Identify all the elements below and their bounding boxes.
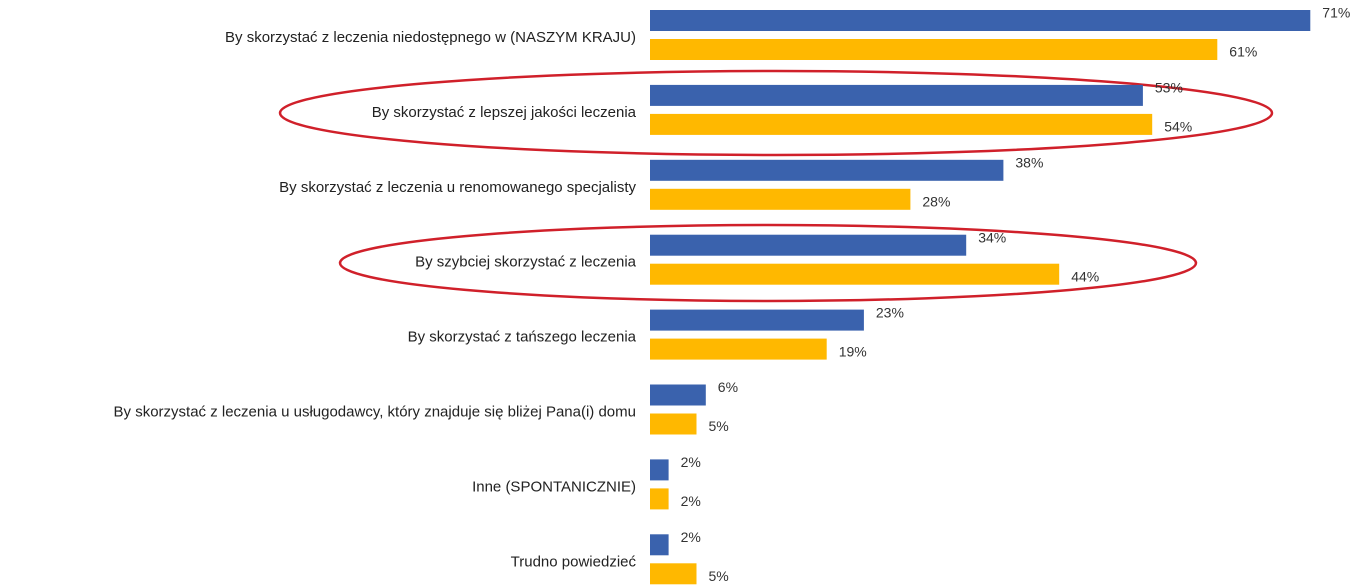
- bar: [650, 309, 864, 331]
- bar: [650, 188, 911, 210]
- value-label: 54%: [1164, 119, 1192, 135]
- category-label: By szybciej skorzystać z leczenia: [415, 254, 637, 271]
- value-label: 71%: [1322, 5, 1350, 21]
- value-label: 19%: [839, 343, 867, 359]
- value-label: 23%: [876, 304, 904, 320]
- highlight-ellipse: [278, 69, 1274, 157]
- value-label: 34%: [978, 229, 1006, 245]
- category-label: By skorzystać z tańszego leczenia: [408, 329, 637, 346]
- bar: [650, 159, 1004, 181]
- value-label: 2%: [681, 454, 701, 470]
- bar: [650, 113, 1153, 135]
- category-label: By skorzystać z leczenia u renomowanego …: [279, 179, 636, 196]
- bar: [650, 10, 1311, 31]
- value-label: 2%: [681, 493, 701, 509]
- category-label: By skorzystać z lepszej jakości leczenia: [372, 104, 637, 121]
- value-label: 44%: [1071, 268, 1099, 284]
- value-label: 5%: [709, 418, 729, 434]
- value-label: 53%: [1155, 80, 1183, 96]
- category-label: By skorzystać z leczenia u usługodawcy, …: [114, 403, 636, 420]
- value-label: 5%: [709, 568, 729, 584]
- value-label: 2%: [681, 529, 701, 545]
- bar: [650, 263, 1060, 285]
- value-label: 61%: [1229, 44, 1257, 60]
- category-label: Trudno powiedzieć: [511, 553, 637, 570]
- value-label: 38%: [1015, 155, 1043, 171]
- value-label: 6%: [718, 379, 738, 395]
- bar: [650, 234, 967, 256]
- bar: [650, 413, 697, 435]
- bar: [650, 338, 827, 360]
- highlight-ellipse: [338, 223, 1198, 303]
- bar: [650, 84, 1143, 106]
- category-label: By skorzystać z leczenia niedostępnego w…: [225, 29, 636, 46]
- value-label: 28%: [922, 194, 950, 210]
- bar: [650, 39, 1218, 60]
- bar: [650, 384, 706, 406]
- category-label: Inne (SPONTANICZNIE): [472, 478, 636, 495]
- bar: [650, 534, 669, 556]
- bar: [650, 488, 669, 510]
- bar: [650, 459, 669, 481]
- bar: [650, 563, 697, 585]
